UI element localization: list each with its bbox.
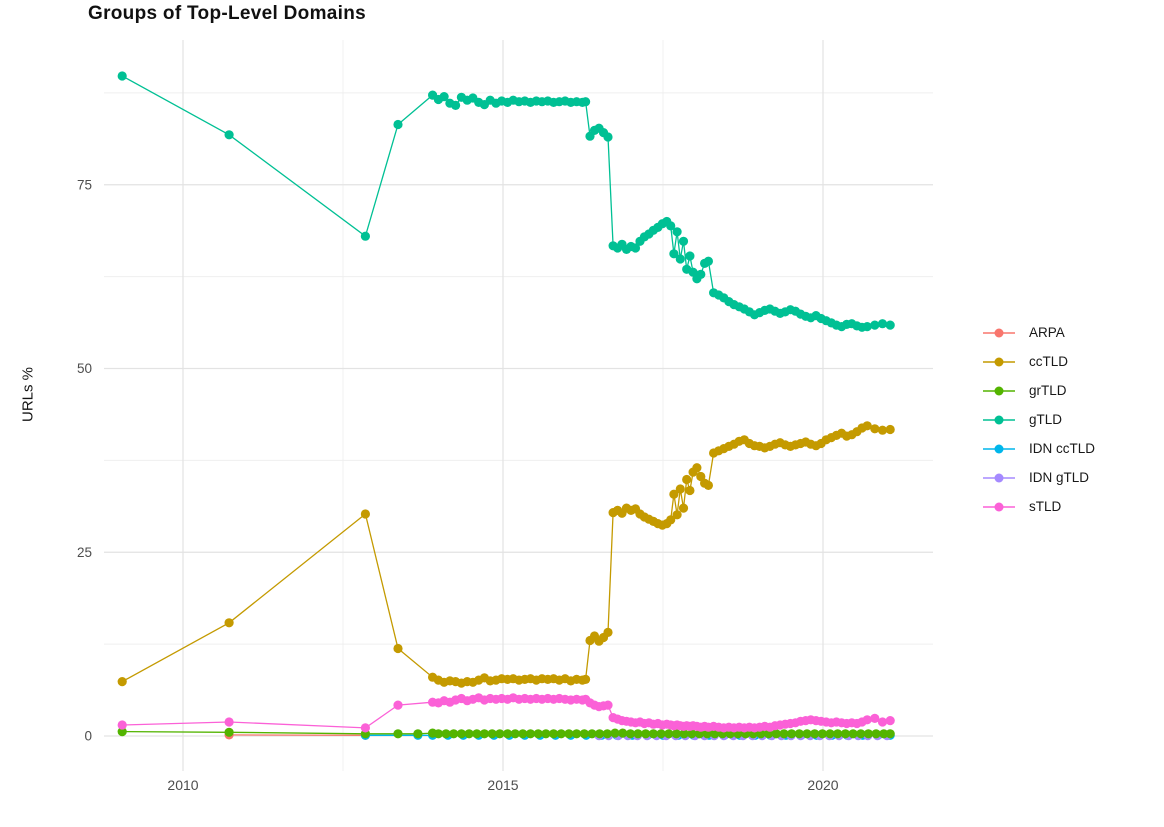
grid-major: [104, 40, 933, 771]
legend-item-gtld: gTLD: [982, 405, 1095, 434]
legend-key-icon: [983, 502, 1015, 511]
legend-item-grtld: grTLD: [982, 376, 1095, 405]
chart-title: Groups of Top-Level Domains: [88, 3, 366, 24]
y-tick-label: 0: [84, 729, 92, 744]
x-tick-label: 2020: [807, 777, 838, 793]
legend-label: grTLD: [1029, 383, 1067, 398]
y-tick-label: 75: [77, 177, 92, 192]
legend-label: ARPA: [1029, 325, 1065, 340]
legend-label: IDN ccTLD: [1029, 441, 1096, 456]
series-gtld: [117, 71, 895, 332]
legend-key-icon: [983, 357, 1015, 366]
legend-item-stld: sTLD: [982, 492, 1095, 521]
series-arpa: [224, 730, 370, 740]
legend-item-arpa: ARPA: [982, 318, 1095, 347]
legend-key-icon: [983, 415, 1015, 424]
legend-label: IDN gTLD: [1029, 470, 1090, 485]
legend-label: gTLD: [1029, 412, 1063, 427]
legend-item-idn-cctld: IDN ccTLD: [982, 434, 1095, 463]
y-tick-label: 25: [77, 545, 92, 560]
series-grtld: [117, 727, 895, 739]
series-cctld: [117, 421, 895, 688]
legend-key-icon: [983, 473, 1015, 482]
grid-minor: [104, 40, 933, 771]
x-tick-label: 2015: [487, 777, 518, 793]
y-tick-label: 50: [77, 361, 92, 376]
legend-item-cctld: ccTLD: [982, 347, 1095, 376]
legend-label: ccTLD: [1029, 354, 1069, 369]
legend: ARPA ccTLD grTLD gTLD IDN ccTLD IDN gTLD sTLD: [982, 318, 1095, 521]
legend-item-idn-gtld: IDN gTLD: [982, 463, 1095, 492]
legend-key-icon: [983, 444, 1015, 453]
series-stld: [117, 693, 895, 733]
legend-label: sTLD: [1029, 499, 1062, 514]
axis-tick-labels: 0 25 50 75 2010 2015 2020: [77, 177, 839, 793]
legend-key-icon: [983, 328, 1015, 337]
legend-key-icon: [983, 386, 1015, 395]
x-tick-label: 2010: [167, 777, 198, 793]
